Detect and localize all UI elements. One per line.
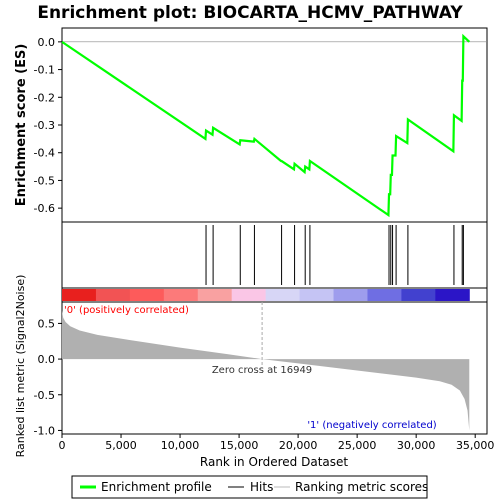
legend-metric-label: Ranking metric scores: [295, 480, 428, 494]
x-tick-label: 0: [59, 439, 66, 452]
es-y-tick-label: -0.6: [34, 202, 55, 215]
chart-title: Enrichment plot: BIOCARTA_HCMV_PATHWAY: [37, 3, 463, 23]
es-y-tick-label: -0.3: [34, 119, 55, 132]
colorbar-segment: [129, 289, 165, 301]
colorbar-segment: [163, 289, 199, 301]
x-tick-label: 30,000: [397, 439, 436, 452]
es-y-tick-label: 0.0: [38, 36, 56, 49]
x-axis-label: Rank in Ordered Dataset: [200, 455, 348, 469]
es-series: [61, 33, 487, 218]
colorbar-segment: [231, 289, 267, 301]
legend-box: [71, 475, 428, 499]
metric-y-tick-label: 0.5: [38, 317, 56, 330]
metric-y-tick-label: 0.0: [38, 353, 56, 366]
es-y-tick-label: -0.1: [34, 64, 55, 77]
metric-area: [62, 310, 470, 431]
colorbar-segment: [299, 289, 335, 301]
hit-markers: [205, 225, 464, 285]
legend-es-label: Enrichment profile: [101, 480, 212, 494]
positive-label: '0' (positively correlated): [64, 305, 189, 316]
metric-y-axis: 0.5 0.0 -0.5 -1.0: [34, 317, 62, 437]
x-tick-label: 10,000: [161, 439, 200, 452]
colorbar-segment: [95, 289, 131, 301]
metric-y-tick-label: -0.5: [34, 389, 55, 402]
x-tick-label: 5,000: [105, 439, 137, 452]
es-panel: [61, 27, 488, 223]
metric-y-axis-label: Ranked list metric (Signal2Noise): [14, 275, 27, 458]
colorbar-segment: [265, 289, 301, 301]
es-y-tick-label: -0.5: [34, 174, 55, 187]
x-tick-label: 20,000: [279, 439, 318, 452]
negative-label: '1' (negatively correlated): [307, 420, 436, 431]
es-profile-line: [61, 33, 471, 218]
es-y-tick-label: -0.4: [34, 147, 55, 160]
colorbar-segment: [435, 289, 470, 301]
colorbar-segment: [333, 289, 368, 301]
es-y-axis: 0.0 -0.1 -0.2 -0.3 -0.4 -0.5 -0.6: [34, 36, 62, 215]
es-y-tick-label: -0.2: [34, 91, 55, 104]
colorbar: [62, 289, 470, 301]
zero-cross-label: Zero cross at 16949: [212, 365, 312, 376]
x-tick-label: 15,000: [220, 439, 259, 452]
colorbar-segment: [197, 289, 233, 301]
x-tick-label: 25,000: [338, 439, 377, 452]
legend-hits-label: Hits: [250, 480, 273, 494]
es-y-axis-label: Enrichment score (ES): [14, 44, 29, 207]
metric-y-tick-label: -1.0: [34, 424, 55, 437]
hits-panel: [61, 221, 488, 289]
x-axis: 0 5,000 10,000 15,000 20,000 25,000 30,000 35,0…: [59, 434, 495, 452]
colorbar-segment: [401, 289, 436, 301]
x-tick-label: 35,000: [456, 439, 495, 452]
colorbar-segment: [62, 289, 97, 301]
colorbar-segment: [367, 289, 402, 301]
metric-series: [62, 302, 470, 431]
